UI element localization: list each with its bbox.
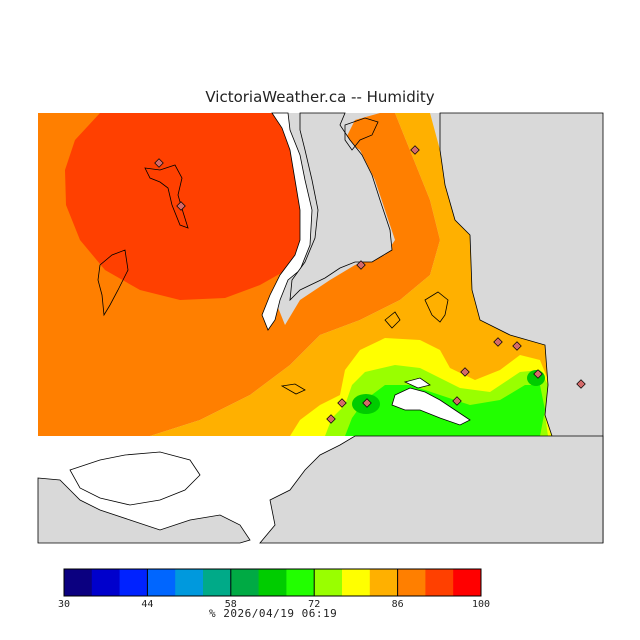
station-marker <box>493 337 503 347</box>
humidity-zone-light-orange <box>150 113 552 436</box>
colorbar-swatch <box>425 569 454 596</box>
colorbar-swatches <box>64 569 482 596</box>
island <box>384 311 401 329</box>
colorbar-swatch <box>397 569 426 596</box>
colorbar-swatch <box>175 569 204 596</box>
colorbar-ticks: 30 44 58 72 86 100 <box>58 569 490 610</box>
colorbar-swatch <box>314 569 343 596</box>
colorbar-swatch <box>286 569 315 596</box>
land-peninsula-south <box>37 477 251 544</box>
water-channel <box>289 112 393 302</box>
coast-north-arm <box>344 117 379 151</box>
colorbar-swatch <box>119 569 148 596</box>
colorbar-swatch <box>64 569 93 596</box>
colorbar-swatch <box>230 569 260 596</box>
colorbar-tick-label: 58 <box>225 599 237 610</box>
colorbar-swatch <box>258 569 287 596</box>
colorbar-tick-label: 72 <box>308 599 320 610</box>
island <box>144 164 189 229</box>
harbour-inlet <box>403 377 431 389</box>
station-marker <box>576 379 586 389</box>
page-title: VictoriaWeather.ca -- Humidity <box>205 88 435 106</box>
colorbar-swatch <box>91 569 121 596</box>
station-marker <box>452 396 462 406</box>
water-channel <box>261 112 313 331</box>
colorbar-tick-label: 100 <box>472 599 490 610</box>
station-marker <box>176 201 186 211</box>
colorbar-swatch <box>342 569 371 596</box>
station-marker <box>460 367 470 377</box>
footer-label: % 2026/04/19 06:19 <box>209 607 337 620</box>
colorbar-swatch <box>453 569 482 596</box>
unit-label: % <box>209 607 217 620</box>
station-marker <box>154 158 164 168</box>
colorbar-tick-label: 44 <box>141 599 153 610</box>
harbour-inlet <box>391 387 471 426</box>
station-marker <box>512 341 522 351</box>
colorbar-swatch <box>147 569 176 596</box>
island <box>280 383 306 395</box>
colorbar-tick-label: 30 <box>58 599 70 610</box>
station-marker <box>356 260 366 270</box>
colorbar-swatch <box>369 569 399 596</box>
colorbar-tick-label: 86 <box>392 599 404 610</box>
island <box>97 249 129 317</box>
station-marker <box>362 398 372 408</box>
station-marker <box>410 145 420 155</box>
station-marker <box>533 369 543 379</box>
island-south <box>69 451 201 506</box>
colorbar-swatch <box>203 569 232 596</box>
station-marker <box>326 414 336 424</box>
colorbar-frame <box>63 568 482 597</box>
station-marker <box>337 398 347 408</box>
timestamp-label: 2026/04/19 06:19 <box>223 607 338 620</box>
weather-stations <box>154 145 586 424</box>
island <box>424 291 449 323</box>
land-peninsula-south-east <box>259 435 604 544</box>
